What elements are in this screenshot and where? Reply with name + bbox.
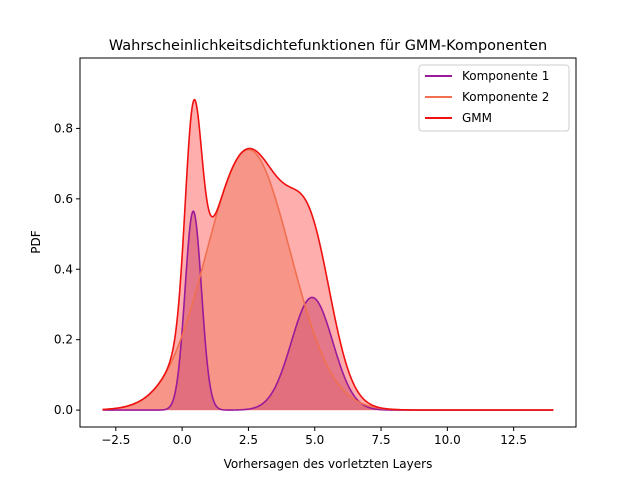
y-tick-label: 0.8 — [54, 121, 73, 135]
legend-label-1: Komponente 1 — [462, 69, 549, 83]
y-tick-label: 0.4 — [54, 262, 73, 276]
x-axis-label: Vorhersagen des vorletzten Layers — [224, 457, 433, 471]
chart-title: Wahrscheinlichkeitsdichtefunktionen für … — [109, 38, 547, 54]
plot-frame — [79, 57, 577, 428]
x-tick-label: 5.0 — [305, 433, 324, 447]
plot-fills — [102, 99, 554, 411]
x-tick-label: 0.0 — [173, 433, 192, 447]
y-axis: 0.0 0.2 0.4 0.6 0.8 — [54, 121, 80, 417]
legend: Komponente 1 Komponente 2 GMM — [418, 64, 570, 132]
plot-lines — [102, 98, 554, 411]
x-axis: −2.5 0.0 2.5 5.0 7.5 10.0 12.5 — [101, 427, 527, 447]
x-tick-label: 2.5 — [239, 433, 258, 447]
legend-box — [418, 64, 570, 132]
x-tick-label: 12.5 — [500, 433, 527, 447]
x-tick-label: 10.0 — [434, 433, 461, 447]
legend-label-2: Komponente 2 — [462, 90, 549, 104]
y-axis-label: PDF — [29, 230, 43, 253]
area-fill-2 — [102, 149, 554, 411]
legend-label-3: GMM — [462, 111, 492, 125]
y-tick-label: 0.0 — [54, 403, 73, 417]
x-tick-label: 7.5 — [372, 433, 391, 447]
series-line-3 — [102, 98, 554, 411]
y-tick-label: 0.2 — [54, 333, 73, 347]
x-tick-label: −2.5 — [101, 433, 130, 447]
area-fill-1 — [102, 211, 554, 411]
y-tick-label: 0.6 — [54, 192, 73, 206]
